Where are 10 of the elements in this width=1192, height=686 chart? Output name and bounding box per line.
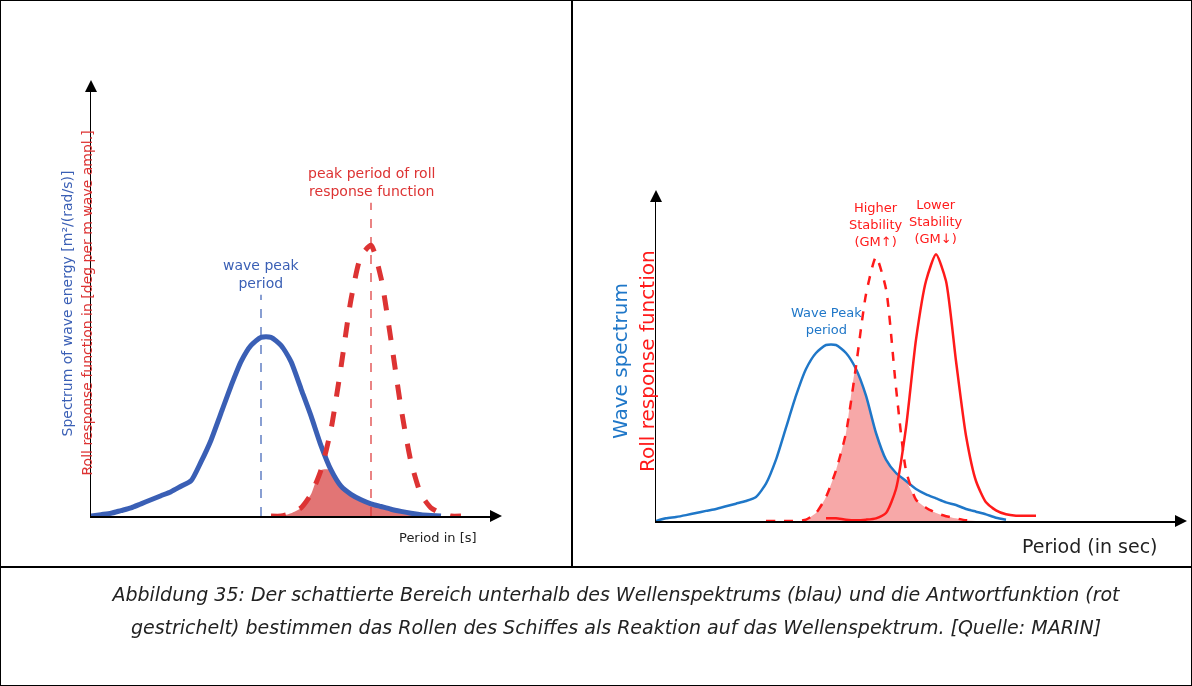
x-axis-title: Period in [s] (399, 530, 477, 545)
series-label: Wave Peak period (791, 305, 863, 337)
y-axis-title: Wave spectrum Roll response function (608, 250, 659, 472)
y-axis-title: Spectrum of wave energy [m²/(rad/s)] Roll response function in [deg per m wave ampl.] (58, 130, 95, 476)
annotation: wave peak period (223, 257, 300, 292)
text: Abbildung 35: Der schattierte Bereich unterhalb des Wellenspektrums (blau) und die Antwortfunktion (rot gestrichelt) bestimmen das Rollen des Schiffes als Reaktion auf das Wellenspektrum. [Quelle: MARIN] (110, 582, 1121, 640)
x-axis-title: Period (in sec) (1022, 535, 1158, 557)
text: Lower Stability (GM↓) (909, 197, 963, 246)
text: Higher Stability (GM↑) (849, 200, 903, 249)
text: peak period of roll response function (308, 165, 436, 200)
